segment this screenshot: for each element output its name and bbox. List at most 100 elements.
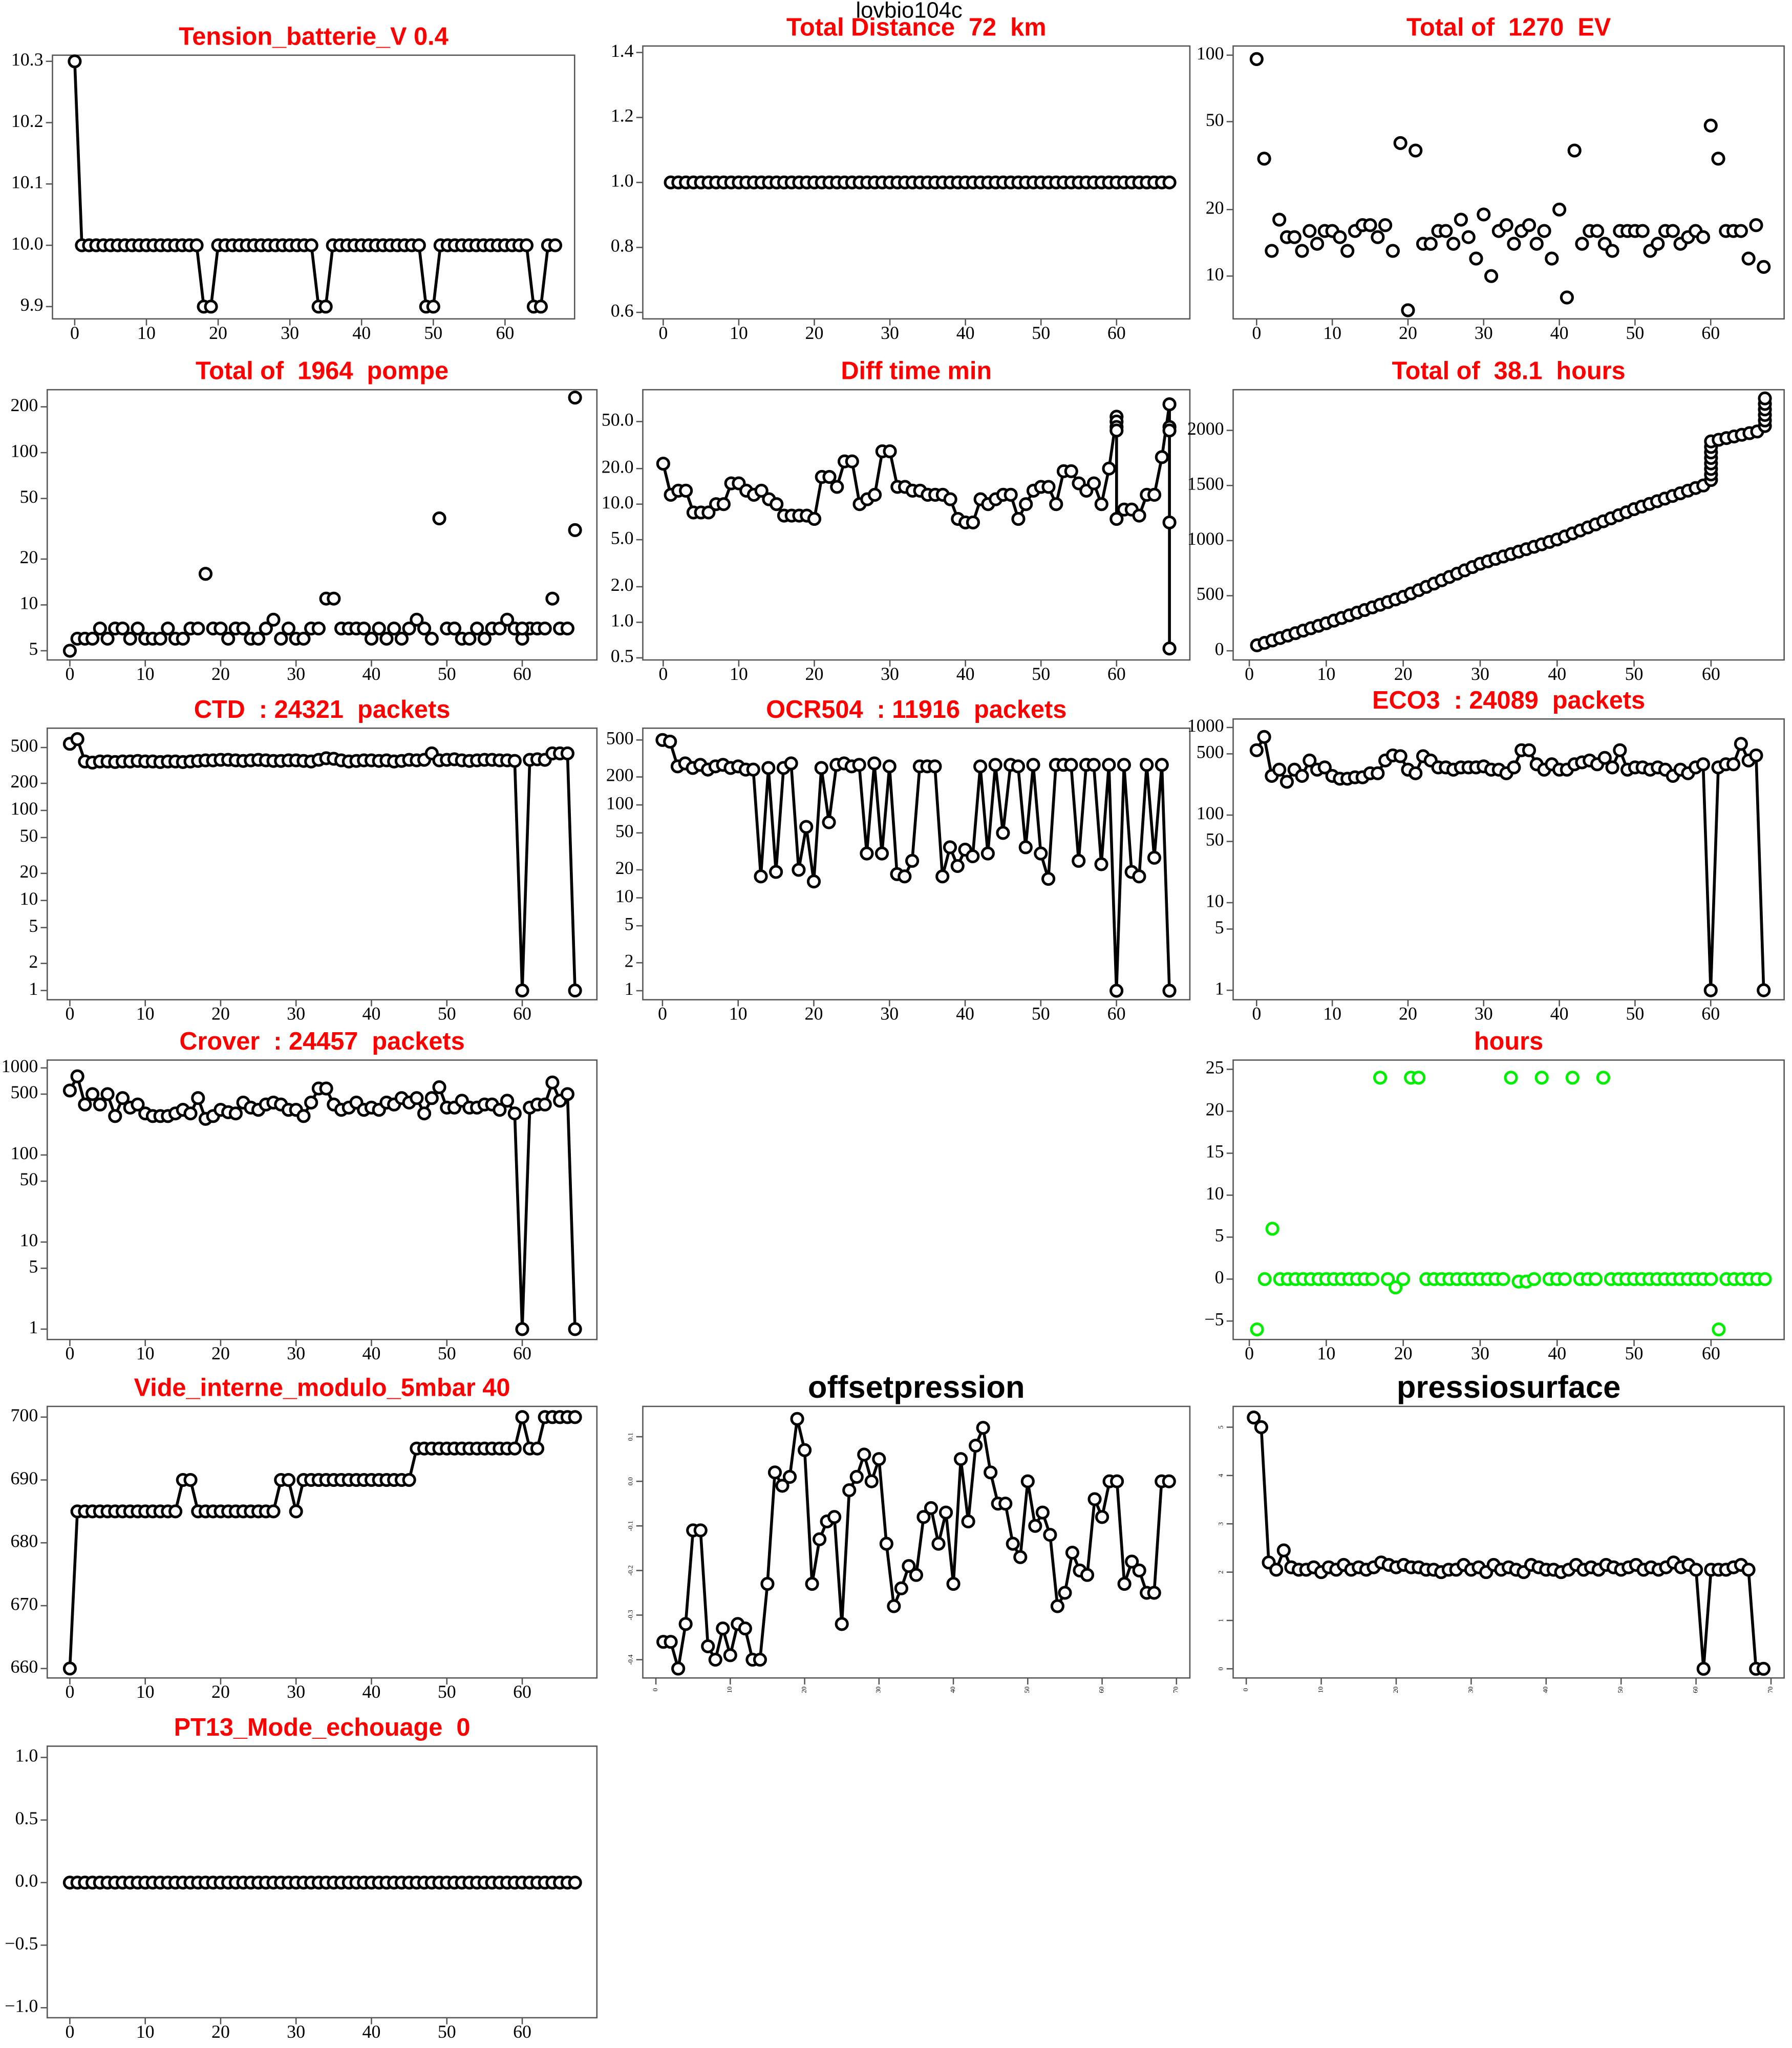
data-point xyxy=(671,1661,686,1676)
data-point xyxy=(519,238,534,252)
y-tick-label: 700 xyxy=(11,1405,38,1425)
x-tick-label: 60 xyxy=(1107,1004,1126,1024)
x-tick-label: 10 xyxy=(1323,1004,1341,1024)
data-point xyxy=(131,621,145,636)
data-point xyxy=(62,644,77,658)
x-tick-label: 50 xyxy=(1032,664,1050,684)
data-point xyxy=(115,1091,130,1105)
plot-frame xyxy=(52,54,575,320)
data-point xyxy=(887,1599,901,1613)
data-point xyxy=(1496,1272,1510,1286)
data-point xyxy=(1393,749,1407,763)
x-tick-label: 60 xyxy=(1107,664,1126,684)
data-point xyxy=(311,621,326,636)
x-tick-label: 10 xyxy=(136,1004,155,1024)
data-point xyxy=(1454,212,1468,227)
data-point xyxy=(1043,1528,1057,1542)
plot-frame xyxy=(642,727,1191,1000)
data-point xyxy=(1287,230,1302,244)
x-tick-label: 0 xyxy=(658,664,668,684)
x-tick-label: 20 xyxy=(211,1681,230,1702)
y-tick-label: 2000 xyxy=(1187,418,1224,439)
data-point xyxy=(1147,487,1162,502)
data-point xyxy=(1635,224,1650,238)
data-point xyxy=(204,300,218,314)
data-point xyxy=(1365,1272,1380,1286)
data-point xyxy=(1507,237,1521,251)
data-point xyxy=(760,1576,775,1591)
x-tick-label: 40 xyxy=(956,1004,974,1024)
plot-frame xyxy=(46,727,598,1000)
y-tick-label: 5 xyxy=(29,1256,38,1276)
y-tick-label: 0.8 xyxy=(611,235,634,255)
data-point xyxy=(1389,1281,1403,1295)
y-tick-label: 10.0 xyxy=(11,233,44,253)
data-point xyxy=(784,756,798,771)
y-tick-label: 500 xyxy=(1197,584,1224,604)
data-point xyxy=(1726,757,1741,772)
data-point xyxy=(845,454,859,468)
y-tick-label: 2 xyxy=(625,951,634,971)
data-point xyxy=(1385,244,1400,258)
data-point xyxy=(909,1568,924,1582)
y-tick-label: 1500 xyxy=(1187,473,1224,494)
data-point xyxy=(976,1421,990,1435)
y-tick-label: 0.5 xyxy=(15,1808,38,1828)
x-tick-label: 50 xyxy=(1626,1004,1644,1024)
x-tick-label: 40 xyxy=(1550,1004,1569,1024)
data-point xyxy=(1522,218,1537,232)
data-point xyxy=(402,1473,416,1487)
x-tick-label: 30 xyxy=(1471,664,1489,684)
data-point xyxy=(1522,743,1537,757)
data-point xyxy=(1703,118,1718,133)
y-tick-label: 20 xyxy=(615,858,634,878)
data-point xyxy=(1560,290,1574,305)
data-point xyxy=(410,1091,424,1105)
data-point xyxy=(1018,840,1033,855)
y-tick-label: 500 xyxy=(11,735,38,756)
data-point xyxy=(1712,1322,1726,1337)
data-point xyxy=(1004,487,1018,502)
data-point xyxy=(1575,237,1589,251)
data-point xyxy=(872,1452,886,1466)
x-tick-label: 30 xyxy=(281,323,299,343)
data-point xyxy=(534,300,548,314)
data-point xyxy=(1371,766,1385,780)
data-point xyxy=(1049,497,1063,511)
data-point xyxy=(822,470,837,484)
x-tick-label: 50 xyxy=(438,2021,456,2042)
data-point xyxy=(379,631,394,646)
y-tick-label: -0.2 xyxy=(627,1565,634,1575)
x-tick-label: 40 xyxy=(1548,664,1566,684)
y-tick-label: 20.0 xyxy=(602,456,634,477)
x-tick-label: 0 xyxy=(658,323,668,343)
data-point xyxy=(176,631,190,646)
data-point xyxy=(830,480,844,494)
data-point xyxy=(980,846,995,861)
data-point xyxy=(251,631,266,646)
data-point xyxy=(515,621,529,636)
data-point xyxy=(1303,753,1317,767)
data-point xyxy=(1117,758,1131,772)
data-point xyxy=(1011,759,1026,774)
y-tick-label: 50 xyxy=(1206,829,1224,850)
x-tick-label: 60 xyxy=(513,2021,531,2042)
data-point xyxy=(410,612,424,627)
y-tick-label: 1000 xyxy=(2,1056,38,1076)
data-point xyxy=(1409,143,1423,158)
y-tick-label: 1.0 xyxy=(611,170,634,191)
data-point xyxy=(1651,237,1665,251)
y-tick-label: 10.1 xyxy=(11,172,44,193)
x-tick-label: 50 xyxy=(1626,323,1644,343)
data-point xyxy=(966,849,980,864)
panel-title: PT13_Mode_echouage 0 xyxy=(174,1714,471,1741)
data-point xyxy=(1477,207,1491,222)
y-tick-label: 50 xyxy=(19,486,38,507)
x-tick-label: 0 xyxy=(65,664,74,684)
data-point xyxy=(1461,230,1476,244)
data-point xyxy=(402,621,416,636)
data-point xyxy=(1696,230,1711,244)
data-point xyxy=(221,631,236,646)
y-tick-label: 15 xyxy=(1206,1141,1224,1162)
